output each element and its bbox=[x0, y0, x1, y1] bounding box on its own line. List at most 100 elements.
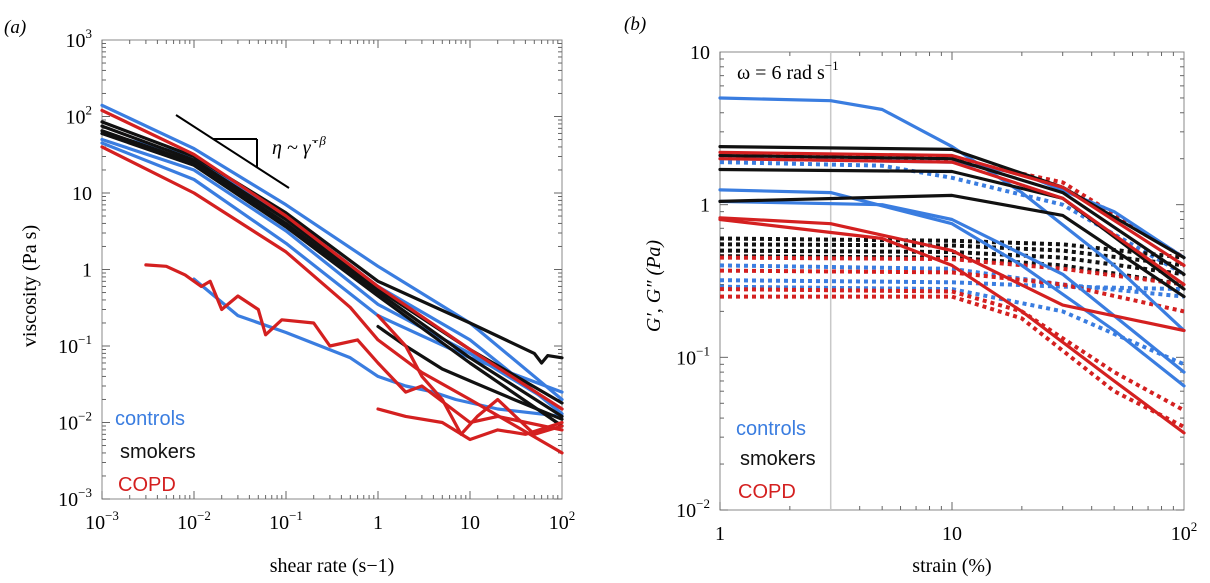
y-tick-exp: 3 bbox=[86, 26, 93, 41]
series-line-smokers-4 bbox=[718, 145, 1186, 260]
panel-b-plot-area bbox=[719, 51, 1185, 511]
series-line-copd-14 bbox=[376, 314, 564, 436]
y-tick-label: 10−2 bbox=[58, 409, 92, 435]
y-tick-base: 10 bbox=[66, 30, 86, 52]
panel-a-label: (a) bbox=[4, 17, 26, 38]
series-line-copd-8 bbox=[718, 150, 1186, 267]
x-tick-label: 102 bbox=[1171, 519, 1198, 545]
panel-a-x-axis-label: shear rate (s−1) bbox=[270, 555, 395, 577]
x-tick-base: 10 bbox=[177, 512, 197, 534]
x-tick-base: 10 bbox=[942, 523, 962, 545]
y-tick-exp: −3 bbox=[78, 485, 92, 500]
series-line-controls-0 bbox=[718, 96, 1186, 333]
series-line-copd-11 bbox=[100, 145, 564, 455]
panel-b-legend-copd: COPD bbox=[738, 481, 796, 503]
panel-a-annotation-exp: −β bbox=[311, 133, 327, 148]
panel-b-legend: controls smokers COPD bbox=[736, 418, 816, 503]
y-tick-label: 1 bbox=[82, 260, 92, 282]
series-line-copd-13 bbox=[376, 407, 564, 442]
y-tick-base: 10 bbox=[676, 347, 696, 369]
panel-a-y-axis-label: viscosity (Pa s) bbox=[19, 225, 41, 347]
x-tick-label: 1 bbox=[373, 512, 383, 534]
x-tick-base: 1 bbox=[715, 523, 725, 545]
y-tick-label: 10 bbox=[72, 183, 92, 205]
x-tick-label: 1 bbox=[715, 523, 725, 545]
y-tick-base: 10 bbox=[58, 413, 78, 435]
y-tick-base: 10 bbox=[676, 500, 696, 522]
y-tick-exp: −2 bbox=[78, 409, 92, 424]
y-tick-label: 10−3 bbox=[58, 485, 92, 511]
x-tick-base: 1 bbox=[373, 512, 383, 534]
y-tick-base: 1 bbox=[700, 195, 710, 217]
panel-a-annotation: η ~ γ̇−β bbox=[272, 133, 326, 159]
x-tick-base: 10 bbox=[1171, 523, 1191, 545]
x-tick-exp: −1 bbox=[289, 508, 303, 523]
series-line-smokers-5 bbox=[718, 153, 1186, 276]
x-tick-base: 10 bbox=[269, 512, 289, 534]
y-tick-base: 10 bbox=[58, 336, 78, 358]
x-tick-exp: −3 bbox=[105, 508, 119, 523]
panel-a-annotation-text: η ~ γ̇ bbox=[272, 137, 317, 159]
panel-b-series bbox=[718, 96, 1186, 435]
y-tick-label: 103 bbox=[66, 26, 93, 52]
y-tick-base: 10 bbox=[58, 489, 78, 511]
panel-a-slope-indicator bbox=[175, 114, 290, 189]
series-line-smokers-8 bbox=[100, 131, 564, 428]
x-tick-label: 10 bbox=[460, 512, 480, 534]
x-tick-label: 102 bbox=[549, 508, 576, 534]
panel-b-annotation: ω = 6 rad s−1 bbox=[737, 58, 839, 84]
x-tick-base: 10 bbox=[85, 512, 105, 534]
panel-a: (a) viscosity (Pa s) shear rate (s−1) 10… bbox=[4, 17, 575, 577]
series-line-controls-2 bbox=[718, 188, 1186, 388]
series-line-copd-10 bbox=[718, 216, 1186, 333]
series-line-smokers-7 bbox=[100, 129, 564, 418]
panel-a-legend: controls smokers COPD bbox=[115, 408, 196, 496]
y-tick-label: 10−2 bbox=[676, 496, 710, 522]
y-tick-base: 10 bbox=[72, 183, 92, 205]
panel-b-legend-controls: controls bbox=[736, 418, 806, 440]
series-line-copd-11 bbox=[718, 217, 1186, 435]
panel-a-legend-smokers: smokers bbox=[120, 441, 196, 463]
x-tick-label: 10−2 bbox=[177, 508, 211, 534]
series-line-controls-0 bbox=[100, 103, 564, 402]
panel-b: (b) G′, G″ (Pa) strain (%) 1 10 102 10−210… bbox=[624, 14, 1197, 577]
y-tick-exp: −2 bbox=[696, 496, 710, 511]
series-line-smokers-16 bbox=[719, 236, 1185, 260]
x-tick-base: 10 bbox=[549, 512, 569, 534]
series-line-copd-9 bbox=[718, 157, 1186, 287]
y-tick-exp: 2 bbox=[86, 103, 93, 118]
series-line-smokers-6 bbox=[718, 167, 1186, 291]
series-line-controls-3 bbox=[718, 199, 1186, 374]
slope-line bbox=[175, 114, 290, 189]
y-tick-base: 1 bbox=[82, 260, 92, 282]
y-tick-exp: −1 bbox=[78, 332, 92, 347]
y-tick-label: 10 bbox=[690, 42, 710, 64]
y-tick-exp: −1 bbox=[696, 343, 710, 358]
panel-a-minor-ticks bbox=[101, 40, 562, 500]
series-line-copd-10 bbox=[100, 108, 564, 411]
panel-b-x-axis-label: strain (%) bbox=[912, 555, 991, 577]
series-line-controls-3 bbox=[100, 141, 564, 394]
panel-a-x-tick-labels: 10−3 10−2 10−1 1 10 102 bbox=[85, 508, 575, 534]
y-tick-label: 10−1 bbox=[676, 343, 710, 369]
panel-b-label: (b) bbox=[624, 14, 646, 35]
panel-b-x-tick-labels: 1 10 102 bbox=[715, 519, 1197, 545]
series-line-smokers-7 bbox=[718, 193, 1186, 299]
y-tick-base: 10 bbox=[66, 107, 86, 129]
x-tick-exp: 2 bbox=[1191, 519, 1198, 534]
panel-b-y-axis-label: G′, G″ (Pa) bbox=[643, 240, 665, 332]
y-tick-label: 1 bbox=[700, 195, 710, 217]
panel-b-annotation-text: ω = 6 rad s bbox=[737, 62, 825, 84]
panel-a-legend-controls: controls bbox=[115, 408, 185, 430]
series-line-copd-12 bbox=[144, 263, 564, 432]
series-line-smokers-17 bbox=[719, 242, 1185, 268]
series-line-controls-14 bbox=[719, 278, 1185, 292]
x-tick-exp: −2 bbox=[197, 508, 211, 523]
y-tick-base: 10 bbox=[690, 42, 710, 64]
x-tick-exp: 2 bbox=[569, 508, 576, 523]
panel-b-annotation-exp: −1 bbox=[825, 58, 839, 73]
x-tick-base: 10 bbox=[460, 512, 480, 534]
